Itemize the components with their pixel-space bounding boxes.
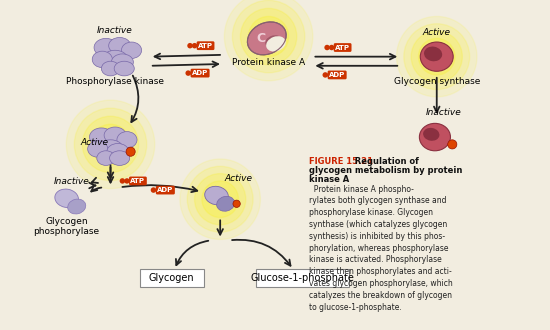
Text: glycogen metabolism by protein: glycogen metabolism by protein bbox=[309, 166, 462, 175]
Circle shape bbox=[324, 45, 330, 50]
Circle shape bbox=[322, 72, 328, 78]
Ellipse shape bbox=[420, 123, 450, 151]
Ellipse shape bbox=[55, 189, 79, 208]
Ellipse shape bbox=[109, 38, 130, 54]
Ellipse shape bbox=[265, 35, 281, 47]
Text: Glycogen synthase: Glycogen synthase bbox=[394, 77, 480, 86]
Text: Glycogen: Glycogen bbox=[45, 217, 88, 226]
Circle shape bbox=[224, 0, 313, 81]
Circle shape bbox=[82, 116, 139, 173]
Circle shape bbox=[155, 187, 161, 193]
Text: Glucose-1-phosphate: Glucose-1-phosphate bbox=[250, 273, 354, 283]
Ellipse shape bbox=[98, 140, 123, 158]
Circle shape bbox=[187, 166, 253, 232]
Text: ATP: ATP bbox=[198, 43, 213, 49]
Text: Inactive: Inactive bbox=[426, 108, 462, 117]
Circle shape bbox=[190, 70, 195, 76]
Circle shape bbox=[397, 16, 477, 97]
Circle shape bbox=[448, 140, 457, 149]
Circle shape bbox=[124, 178, 130, 184]
Text: FIGURE 15.21: FIGURE 15.21 bbox=[309, 157, 373, 166]
Text: C: C bbox=[257, 32, 266, 45]
Circle shape bbox=[120, 178, 125, 184]
Ellipse shape bbox=[102, 50, 128, 69]
FancyBboxPatch shape bbox=[256, 269, 349, 287]
Ellipse shape bbox=[205, 186, 228, 205]
Circle shape bbox=[151, 187, 156, 193]
Circle shape bbox=[240, 8, 297, 65]
Text: ADP: ADP bbox=[192, 70, 208, 76]
Circle shape bbox=[404, 24, 470, 89]
Circle shape bbox=[74, 108, 147, 181]
Ellipse shape bbox=[217, 196, 235, 211]
Circle shape bbox=[329, 45, 334, 50]
Circle shape bbox=[67, 100, 155, 189]
Circle shape bbox=[333, 45, 339, 50]
Circle shape bbox=[419, 38, 455, 75]
Circle shape bbox=[249, 16, 289, 57]
Ellipse shape bbox=[97, 151, 115, 165]
Circle shape bbox=[327, 72, 333, 78]
Text: Glycogen: Glycogen bbox=[149, 273, 195, 283]
Circle shape bbox=[185, 70, 191, 76]
Text: ADP: ADP bbox=[329, 72, 345, 78]
Text: Regulation of: Regulation of bbox=[349, 157, 419, 166]
Text: Active: Active bbox=[423, 27, 451, 37]
Ellipse shape bbox=[104, 127, 126, 144]
Ellipse shape bbox=[420, 42, 453, 71]
Ellipse shape bbox=[68, 199, 86, 214]
Ellipse shape bbox=[92, 51, 112, 68]
Ellipse shape bbox=[266, 36, 285, 51]
Ellipse shape bbox=[117, 132, 137, 148]
Circle shape bbox=[202, 181, 239, 217]
Ellipse shape bbox=[101, 61, 120, 76]
Ellipse shape bbox=[112, 54, 133, 70]
Text: Inactive: Inactive bbox=[53, 178, 89, 186]
Text: Protein kinase A: Protein kinase A bbox=[232, 58, 305, 67]
Text: Inactive: Inactive bbox=[97, 26, 133, 35]
Circle shape bbox=[411, 31, 463, 82]
Text: kinase A: kinase A bbox=[309, 176, 349, 184]
FancyBboxPatch shape bbox=[140, 269, 204, 287]
Ellipse shape bbox=[109, 151, 130, 165]
Ellipse shape bbox=[87, 141, 108, 157]
Ellipse shape bbox=[248, 22, 286, 55]
Circle shape bbox=[233, 0, 305, 73]
Circle shape bbox=[180, 159, 260, 240]
Text: ATP: ATP bbox=[335, 45, 350, 50]
Circle shape bbox=[90, 124, 130, 164]
Text: Active: Active bbox=[224, 174, 252, 183]
Text: Active: Active bbox=[80, 138, 108, 147]
Text: Phosphorylase kinase: Phosphorylase kinase bbox=[66, 77, 164, 86]
Ellipse shape bbox=[114, 61, 134, 76]
Ellipse shape bbox=[424, 47, 442, 61]
Circle shape bbox=[126, 147, 135, 156]
Circle shape bbox=[233, 200, 240, 208]
Circle shape bbox=[195, 174, 246, 225]
Ellipse shape bbox=[90, 128, 113, 146]
Ellipse shape bbox=[423, 128, 439, 141]
Circle shape bbox=[196, 43, 202, 49]
Ellipse shape bbox=[107, 144, 129, 160]
Text: phosphorylase: phosphorylase bbox=[34, 227, 100, 236]
Text: ATP: ATP bbox=[130, 178, 145, 184]
Circle shape bbox=[192, 43, 197, 49]
Text: Protein kinase A phospho-
rylates both glycogen synthase and
phosphorylase kinas: Protein kinase A phospho- rylates both g… bbox=[309, 184, 453, 312]
Text: ADP: ADP bbox=[157, 187, 173, 193]
Circle shape bbox=[187, 43, 192, 49]
Ellipse shape bbox=[122, 42, 141, 58]
Ellipse shape bbox=[94, 38, 118, 57]
Circle shape bbox=[129, 178, 134, 184]
